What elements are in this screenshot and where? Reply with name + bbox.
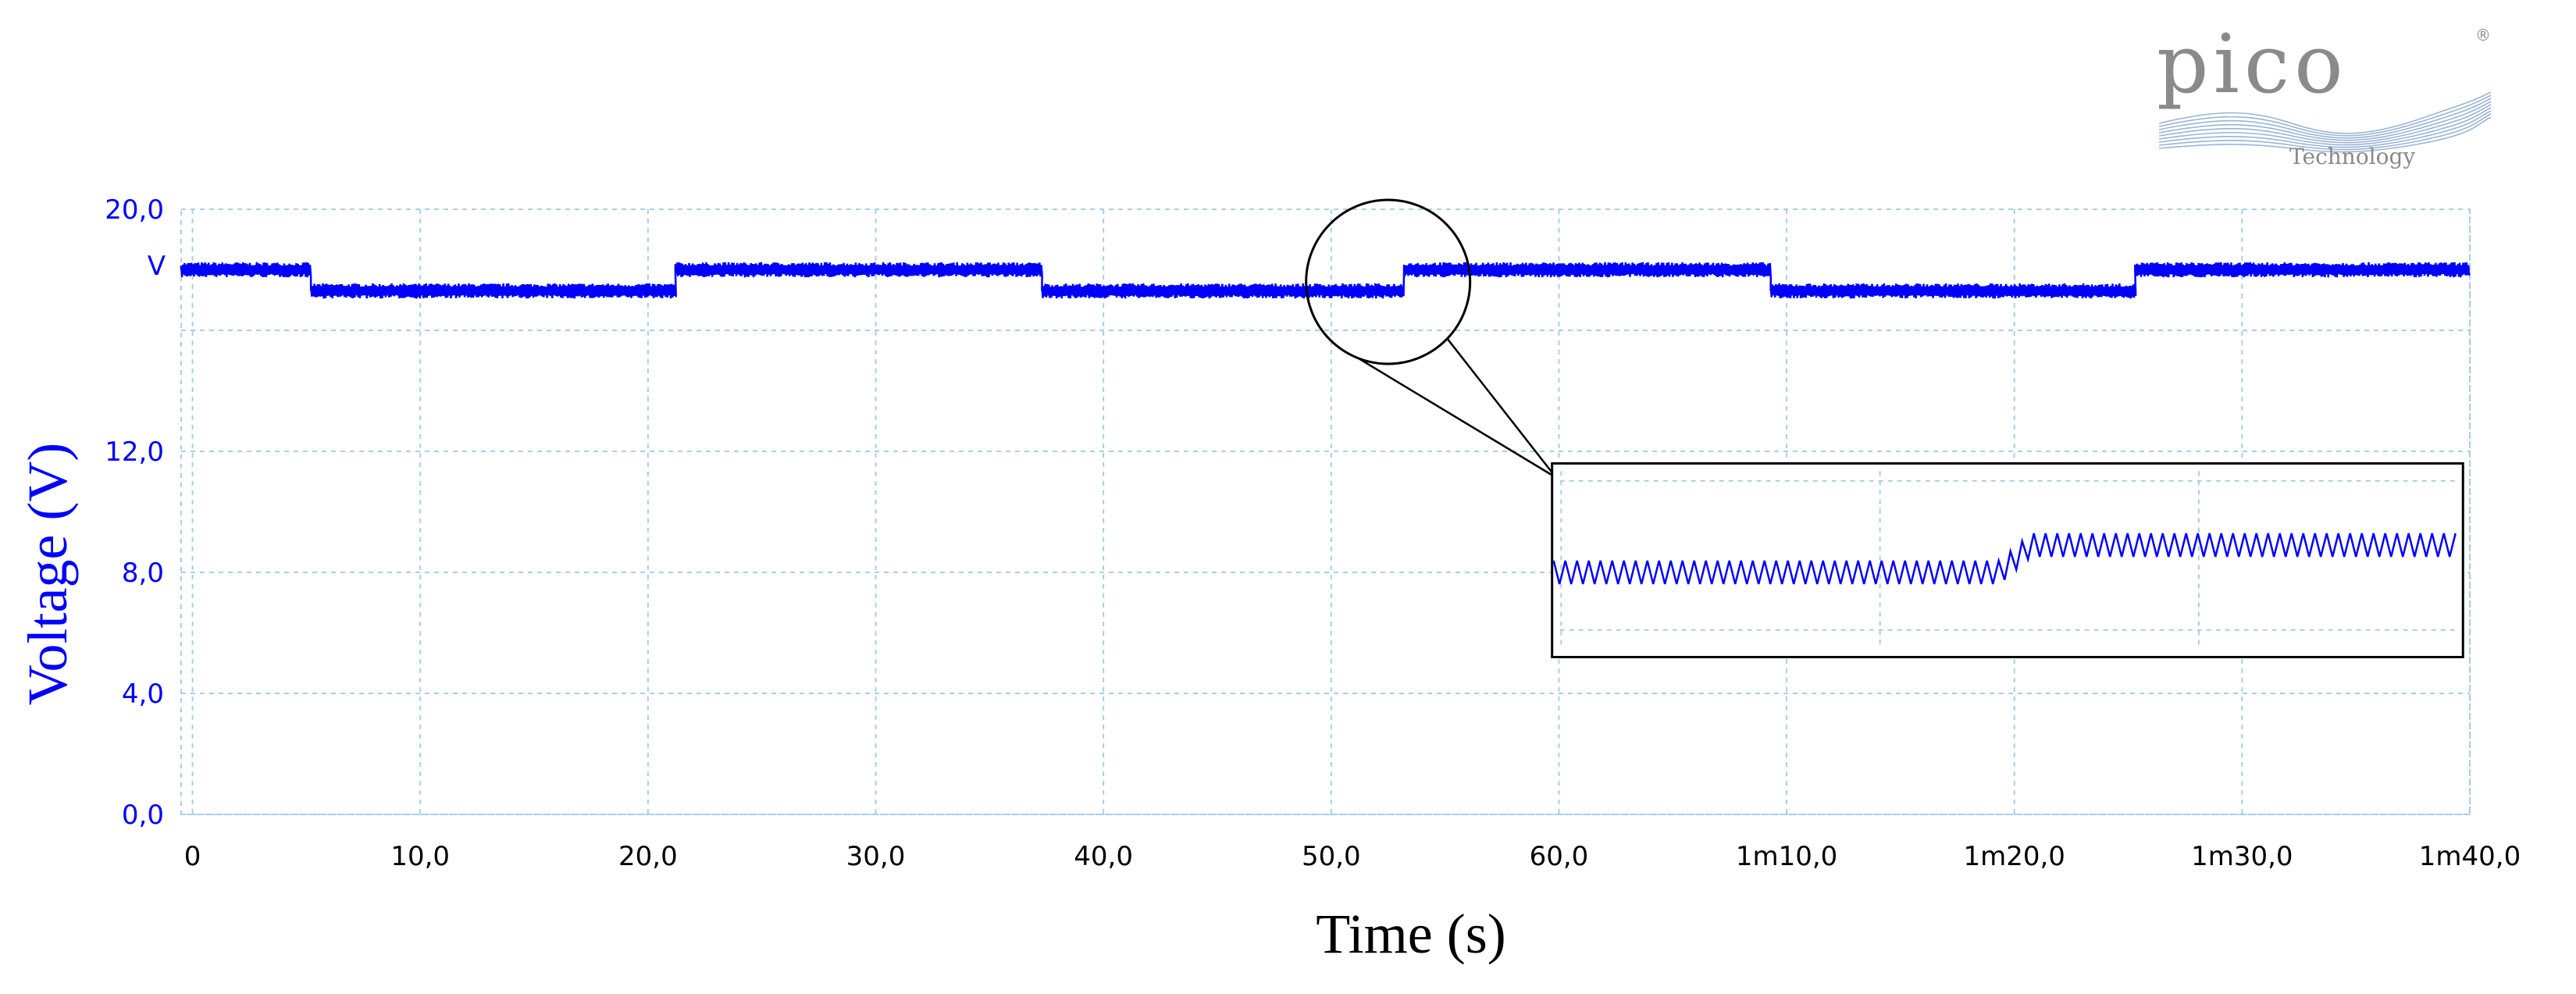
zoom-annotation <box>1305 198 2464 658</box>
y-tick-label: 12,0 <box>105 436 164 468</box>
x-tick-label: 1m40,0 <box>2419 841 2521 872</box>
x-axis-ticks: 0 10,0 20,0 30,0 40,0 50,0 60,0 1m10,0 1m20,0 1m3… <box>184 841 2521 872</box>
y-unit-label: V <box>148 251 166 282</box>
zoom-inset-grid <box>1559 471 2456 650</box>
logo-wave-line <box>2158 110 2492 148</box>
x-tick-label: 60,0 <box>1530 841 1589 872</box>
pico-logo: pico ® Technology <box>2157 16 2492 169</box>
x-tick-label: 20,0 <box>618 841 678 872</box>
logo-wave-line <box>2158 91 2492 134</box>
logo-wordmark: pico <box>2157 16 2348 112</box>
x-tick-label: 40,0 <box>1074 841 1133 872</box>
logo-wave-line <box>2158 101 2492 141</box>
logo-subtitle: Technology <box>2289 144 2415 169</box>
x-tick-label: 1m20,0 <box>1963 841 2065 872</box>
y-tick-label: 20,0 <box>105 194 164 226</box>
logo-wave-line <box>2158 116 2492 153</box>
logo-wave-line <box>2158 113 2492 151</box>
x-axis-title: Time (s) <box>1316 903 1505 965</box>
zoom-inset-box <box>1551 462 2464 658</box>
logo-wave-line <box>2158 107 2492 146</box>
logo-wave-graphic <box>2158 91 2492 153</box>
logo-registered-mark: ® <box>2475 26 2491 45</box>
y-tick-label: 0,0 <box>122 800 164 831</box>
x-tick-label: 1m30,0 <box>2191 841 2293 872</box>
zoom-connector-line <box>1359 358 1557 479</box>
x-tick-label: 1m10,0 <box>1736 841 1837 872</box>
x-tick-label: 50,0 <box>1302 841 1361 872</box>
x-tick-label: 0 <box>184 841 201 872</box>
zoom-connector-line <box>1446 337 1557 479</box>
x-tick-label: 10,0 <box>390 841 450 872</box>
logo-wave-line <box>2158 94 2492 137</box>
zoom-circle <box>1305 198 1472 365</box>
y-tick-label: 8,0 <box>122 558 164 589</box>
logo-wave-line <box>2158 98 2492 139</box>
zoom-inset-trace <box>1552 533 2457 585</box>
y-tick-label: 4,0 <box>122 679 164 710</box>
voltage-trace <box>180 262 2471 299</box>
y-axis-ticks: 0,0 4,0 8,0 12,0 20,0 <box>105 194 164 831</box>
x-tick-label: 30,0 <box>846 841 906 872</box>
logo-wave-line <box>2158 104 2492 144</box>
y-axis-title: Voltage (V) <box>16 443 79 706</box>
